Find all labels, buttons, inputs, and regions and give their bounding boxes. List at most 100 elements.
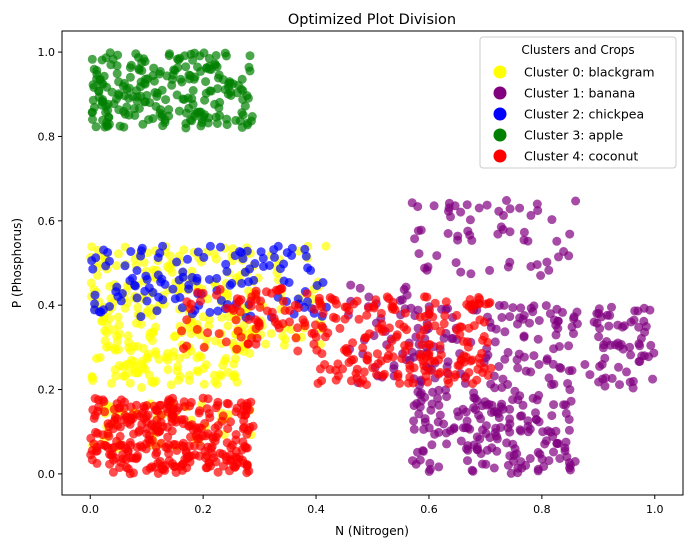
scatter-point-cluster-4 [171,440,181,450]
scatter-point-cluster-4 [238,455,247,465]
scatter-point-cluster-1 [500,354,510,364]
scatter-point-cluster-4 [238,424,248,434]
scatter-point-cluster-4 [425,366,435,376]
scatter-point-cluster-1 [462,200,472,210]
y-tick-label: 0.4 [38,299,56,312]
scatter-point-cluster-1 [463,441,473,451]
plot-area-frame [61,30,684,496]
scatter-point-cluster-4 [395,319,405,329]
scatter-point-cluster-4 [164,395,174,405]
scatter-point-cluster-1 [449,424,459,434]
scatter-point-cluster-2 [144,283,154,293]
scatter-point-cluster-1 [564,251,574,261]
scatter-point-cluster-2 [205,241,215,251]
y-tick-label: 1.0 [38,46,56,59]
scatter-point-cluster-0 [280,335,290,344]
scatter-point-cluster-1 [364,292,374,302]
scatter-point-cluster-1 [526,210,536,220]
scatter-point-cluster-4 [403,378,413,388]
scatter-point-cluster-4 [101,441,111,451]
scatter-point-cluster-4 [226,417,235,427]
scatter-point-cluster-0 [199,379,209,389]
scatter-point-cluster-2 [168,284,178,294]
scatter-point-cluster-4 [255,302,265,312]
scatter-point-cluster-1 [571,196,581,206]
scatter-point-cluster-4 [452,325,462,335]
scatter-point-cluster-1 [528,307,538,317]
scatter-point-cluster-1 [490,383,500,393]
scatter-point-cluster-1 [635,341,645,351]
scatter-point-cluster-4 [477,348,487,358]
scatter-point-cluster-1 [633,306,643,316]
scatter-point-cluster-4 [251,286,261,296]
scatter-point-cluster-0 [166,380,176,390]
scatter-point-cluster-3 [140,97,150,107]
scatter-point-cluster-2 [128,273,137,283]
scatter-point-cluster-3 [136,82,145,92]
scatter-point-cluster-4 [372,370,382,380]
scatter-point-cluster-1 [432,251,442,261]
scatter-point-cluster-1 [531,408,540,418]
scatter-point-cluster-0 [151,347,161,357]
scatter-point-cluster-2 [284,278,294,287]
scatter-point-cluster-4 [164,449,174,459]
scatter-point-cluster-3 [125,63,135,73]
scatter-point-cluster-1 [508,395,518,405]
scatter-point-cluster-1 [472,442,482,452]
scatter-point-cluster-4 [435,368,445,377]
scatter-point-cluster-1 [499,300,509,310]
scatter-point-cluster-1 [533,206,543,216]
scatter-point-cluster-3 [157,85,167,95]
scatter-point-cluster-1 [487,408,496,417]
scatter-point-cluster-4 [472,375,482,385]
chart-title: Optimized Plot Division [288,12,456,28]
scatter-point-cluster-0 [261,339,271,349]
scatter-point-cluster-2 [96,307,106,317]
scatter-point-cluster-3 [212,119,222,128]
scatter-point-cluster-2 [158,295,168,305]
scatter-point-cluster-1 [549,447,558,457]
scatter-point-cluster-1 [529,351,539,361]
scatter-point-cluster-4 [246,301,256,311]
scatter-point-cluster-0 [124,359,134,369]
scatter-point-cluster-4 [105,459,115,469]
scatter-point-cluster-2 [216,242,225,252]
scatter-point-cluster-4 [278,296,288,306]
scatter-point-cluster-3 [200,95,210,105]
scatter-point-cluster-1 [561,437,571,447]
scatter-point-cluster-3 [214,103,224,113]
scatter-point-cluster-4 [363,351,373,361]
scatter-point-cluster-1 [454,411,464,421]
scatter-point-cluster-1 [629,315,639,325]
scatter-point-cluster-1 [446,212,455,222]
scatter-point-cluster-1 [541,301,551,311]
scatter-point-cluster-2 [90,299,100,309]
scatter-point-cluster-4 [372,349,382,359]
scatter-point-cluster-4 [202,463,212,473]
scatter-point-cluster-1 [441,428,451,438]
scatter-point-cluster-1 [462,416,472,426]
scatter-point-cluster-4 [458,336,468,346]
scatter-point-cluster-4 [179,397,189,407]
scatter-point-cluster-2 [183,254,192,264]
legend: Clusters and Crops Cluster 0: blackgram C… [479,36,677,169]
scatter-point-cluster-4 [164,440,174,450]
x-tick-label: 0.6 [420,503,438,516]
scatter-point-cluster-4 [233,326,243,336]
scatter-point-cluster-4 [317,349,327,359]
scatter-point-cluster-3 [119,78,129,88]
scatter-point-cluster-4 [318,308,328,318]
scatter-point-cluster-1 [604,321,614,331]
scatter-point-cluster-3 [88,115,97,124]
legend-marker [493,128,507,142]
scatter-point-cluster-4 [424,340,434,350]
scatter-point-cluster-2 [282,248,292,258]
scatter-point-cluster-0 [196,352,206,362]
scatter-point-cluster-1 [469,403,479,413]
scatter-point-cluster-1 [466,269,476,279]
scatter-point-cluster-4 [100,407,110,417]
scatter-point-cluster-1 [456,436,466,446]
scatter-point-cluster-1 [470,393,480,403]
scatter-point-cluster-3 [192,107,202,117]
scatter-point-cluster-4 [108,467,118,477]
